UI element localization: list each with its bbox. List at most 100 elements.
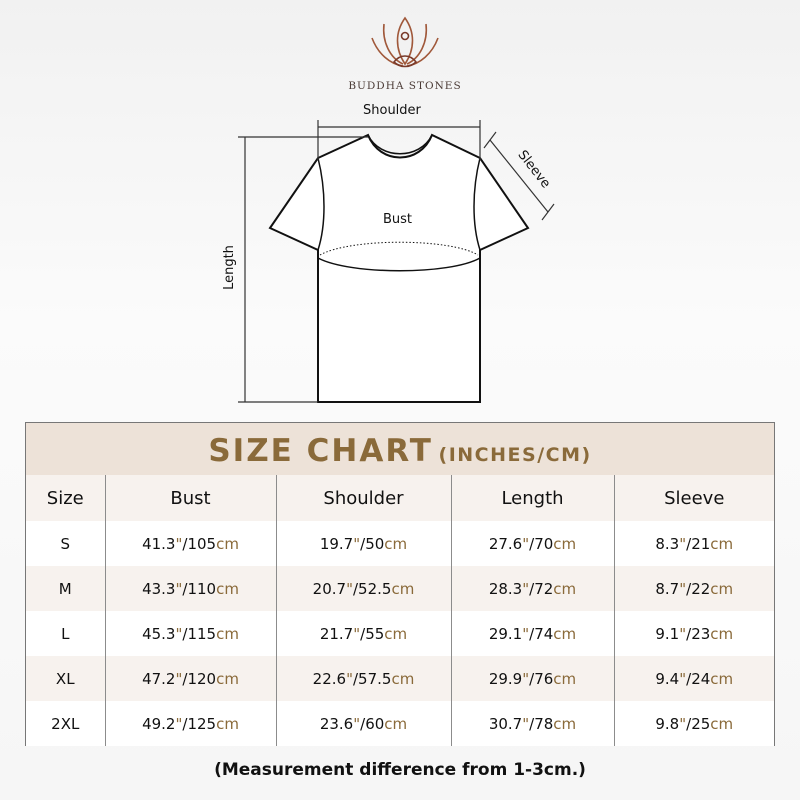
cm-value: 72 (534, 579, 554, 598)
cm-value: 55 (365, 624, 385, 643)
table-row: XL 47.2"/120cm 22.6"/57.5cm 29.9"/76cm 9.4"/… (26, 656, 774, 701)
separator: / (529, 579, 535, 598)
inch-value: 19.7 (319, 534, 354, 553)
inch-value: 30.7 (488, 714, 523, 733)
inch-value: 21.7 (319, 624, 354, 643)
separator: / (686, 534, 692, 553)
length-label: Length (221, 245, 237, 290)
measurement-cell: 41.3"/105cm (104, 521, 276, 566)
inch-unit: " (353, 714, 361, 733)
cm-unit: cm (553, 534, 577, 553)
cm-value: 23 (691, 624, 711, 643)
measurement-cell: 27.6"/70cm (450, 521, 614, 566)
measurement-cell: 30.7"/78cm (450, 701, 614, 746)
separator: / (686, 624, 692, 643)
measurement-cell: 23.6"/60cm (275, 701, 451, 746)
measurement-cell: 29.1"/74cm (450, 611, 614, 656)
cm-unit: cm (710, 714, 734, 733)
inch-value: 27.6 (488, 534, 523, 553)
cm-value: 70 (534, 534, 554, 553)
separator: / (360, 714, 366, 733)
cm-value: 78 (534, 714, 554, 733)
inch-value: 20.7 (312, 579, 347, 598)
cm-value: 74 (534, 624, 554, 643)
cm-unit: cm (216, 534, 239, 553)
size-cell: XL (26, 656, 105, 701)
measurement-cell: 28.3"/72cm (450, 566, 614, 611)
cm-unit: cm (553, 714, 577, 733)
cm-unit: cm (384, 624, 408, 643)
measurement-cell: 45.3"/115cm (104, 611, 276, 656)
inch-unit: " (175, 714, 183, 733)
inch-unit: " (346, 579, 353, 598)
cm-unit: cm (216, 579, 239, 598)
separator: / (352, 669, 359, 688)
inch-unit: " (679, 579, 687, 598)
inch-value: 9.8 (655, 714, 680, 733)
inch-unit: " (522, 534, 530, 553)
inch-value: 47.2 (142, 669, 176, 688)
inch-unit: " (522, 669, 530, 688)
cm-unit: cm (553, 579, 577, 598)
cm-unit: cm (553, 624, 577, 643)
cm-value: 24 (691, 669, 711, 688)
lotus-meditation-icon (371, 16, 439, 68)
cm-value: 52.5 (358, 579, 392, 598)
size-chart-title: SIZE CHART (INCHES/CM) (26, 423, 774, 475)
cm-value: 25 (691, 714, 711, 733)
brand-logo: BUDDHA STONES (340, 14, 470, 92)
cm-unit: cm (391, 579, 415, 598)
inch-value: 43.3 (142, 579, 176, 598)
inch-value: 8.3 (655, 534, 680, 553)
measurement-cell: 19.7"/50cm (275, 521, 451, 566)
measurement-cell: 8.3"/21cm (613, 521, 774, 566)
measurement-cell: 49.2"/125cm (104, 701, 276, 746)
inch-value: 28.3 (488, 579, 523, 598)
separator: / (182, 714, 188, 733)
table-row: M 43.3"/110cm 20.7"/52.5cm 28.3"/72cm 8.7"/2… (26, 566, 774, 611)
cm-value: 115 (187, 624, 217, 643)
inch-unit: " (679, 714, 687, 733)
inch-unit: " (346, 669, 353, 688)
inch-value: 29.9 (488, 669, 523, 688)
inch-value: 41.3 (142, 534, 176, 553)
size-cell: M (26, 566, 105, 611)
inch-unit: " (175, 669, 183, 688)
separator: / (182, 534, 188, 553)
title-units: (INCHES/CM) (438, 444, 592, 466)
cm-value: 120 (187, 669, 217, 688)
column-header-length: Length (450, 475, 614, 521)
inch-unit: " (679, 534, 687, 553)
header-row: Size Bust Shoulder Length Sleeve (26, 475, 774, 521)
measurement-cell: 9.1"/23cm (613, 611, 774, 656)
inch-unit: " (679, 624, 687, 643)
separator: / (360, 534, 366, 553)
separator: / (352, 579, 359, 598)
measurement-cell: 21.7"/55cm (275, 611, 451, 656)
inch-value: 9.4 (655, 669, 680, 688)
inch-value: 22.6 (312, 669, 347, 688)
column-header-bust: Bust (104, 475, 276, 521)
inch-unit: " (353, 624, 361, 643)
inch-unit: " (353, 534, 361, 553)
separator: / (686, 669, 692, 688)
inch-value: 29.1 (488, 624, 523, 643)
inch-unit: " (175, 624, 183, 643)
separator: / (182, 669, 188, 688)
inch-value: 8.7 (655, 579, 680, 598)
separator: / (182, 624, 188, 643)
separator: / (529, 624, 535, 643)
separator: / (360, 624, 366, 643)
cm-value: 76 (534, 669, 554, 688)
cm-unit: cm (216, 624, 239, 643)
tshirt-diagram: Shoulder Sleeve Bust Length (221, 103, 555, 403)
measurement-cell: 22.6"/57.5cm (275, 656, 451, 701)
table-row: 2XL 49.2"/125cm 23.6"/60cm 30.7"/78cm 9.8"/2… (26, 701, 774, 746)
table-row: S 41.3"/105cm 19.7"/50cm 27.6"/70cm 8.3"/21c… (26, 521, 774, 566)
measurement-cell: 43.3"/110cm (104, 566, 276, 611)
cm-unit: cm (710, 534, 734, 553)
cm-value: 21 (691, 534, 711, 553)
separator: / (182, 579, 188, 598)
tshirt-outline (238, 120, 555, 403)
brand-name: BUDDHA STONES (348, 80, 462, 92)
